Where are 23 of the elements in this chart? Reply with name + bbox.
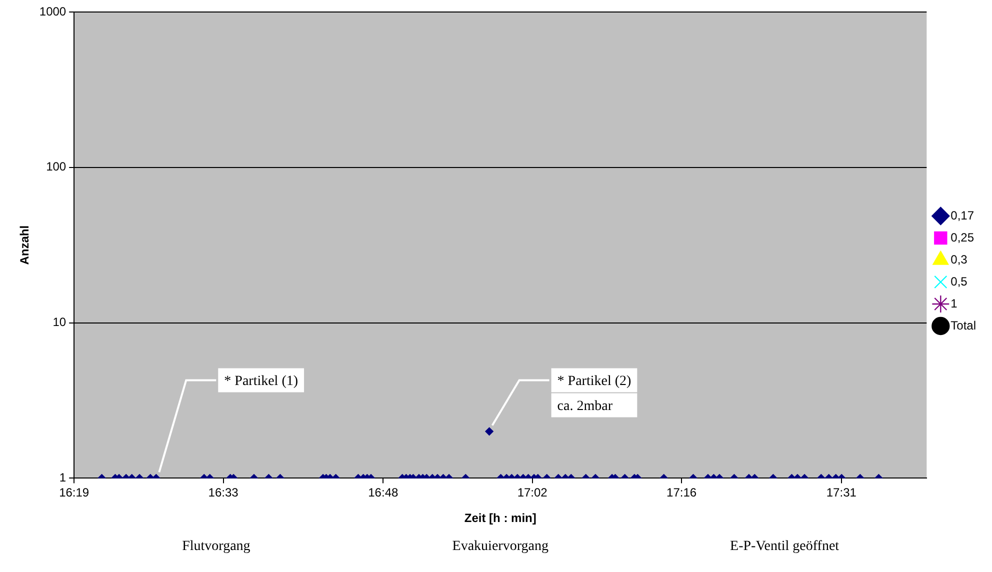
text: Evakuiervorgang bbox=[452, 538, 548, 554]
legend-label: 1 bbox=[950, 296, 958, 310]
legend-label: 0,5 bbox=[950, 274, 968, 288]
annotation: * Partikel (2) ca. 2mbar bbox=[557, 374, 632, 414]
y-tick-label: 10 bbox=[52, 315, 66, 330]
annotation: * Partikel (1) bbox=[224, 374, 298, 389]
y-axis-title: Anzahl bbox=[18, 225, 32, 265]
x-tick-label: 17:02 bbox=[517, 486, 548, 500]
x-tick-label: 17:16 bbox=[666, 486, 697, 500]
legend-label: Total bbox=[950, 318, 976, 332]
y-tick-label: 1 bbox=[59, 470, 66, 485]
x-tick-label: 16:48 bbox=[368, 486, 398, 500]
x-tick-label: 16:19 bbox=[59, 486, 90, 500]
y-tick-label: 100 bbox=[46, 160, 66, 174]
legend-label: 0,25 bbox=[950, 230, 974, 244]
y-tick-label: 1000 bbox=[39, 4, 66, 18]
x-tick-label: 16:33 bbox=[208, 486, 239, 500]
text: E-P-Ventil geöffnet bbox=[730, 538, 840, 554]
x-axis-title: Zeit [h : min] bbox=[464, 511, 536, 526]
legend-label: 0,17 bbox=[950, 208, 974, 222]
x-tick-label: 17:31 bbox=[826, 486, 857, 500]
legend-label: 0,3 bbox=[950, 252, 968, 266]
text: Flutvorgang bbox=[182, 538, 250, 554]
